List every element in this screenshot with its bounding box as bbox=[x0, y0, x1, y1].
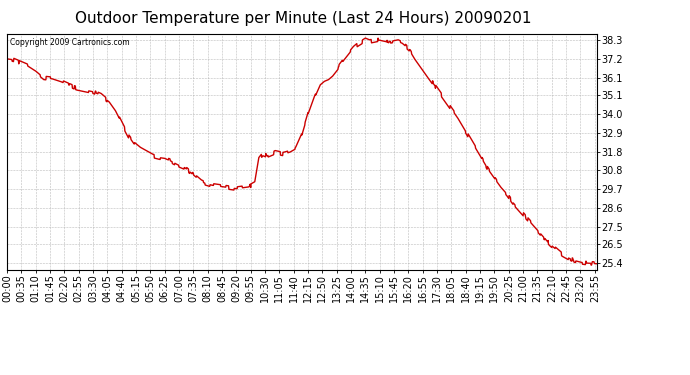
Text: Copyright 2009 Cartronics.com: Copyright 2009 Cartronics.com bbox=[10, 39, 130, 48]
Text: Outdoor Temperature per Minute (Last 24 Hours) 20090201: Outdoor Temperature per Minute (Last 24 … bbox=[75, 11, 532, 26]
